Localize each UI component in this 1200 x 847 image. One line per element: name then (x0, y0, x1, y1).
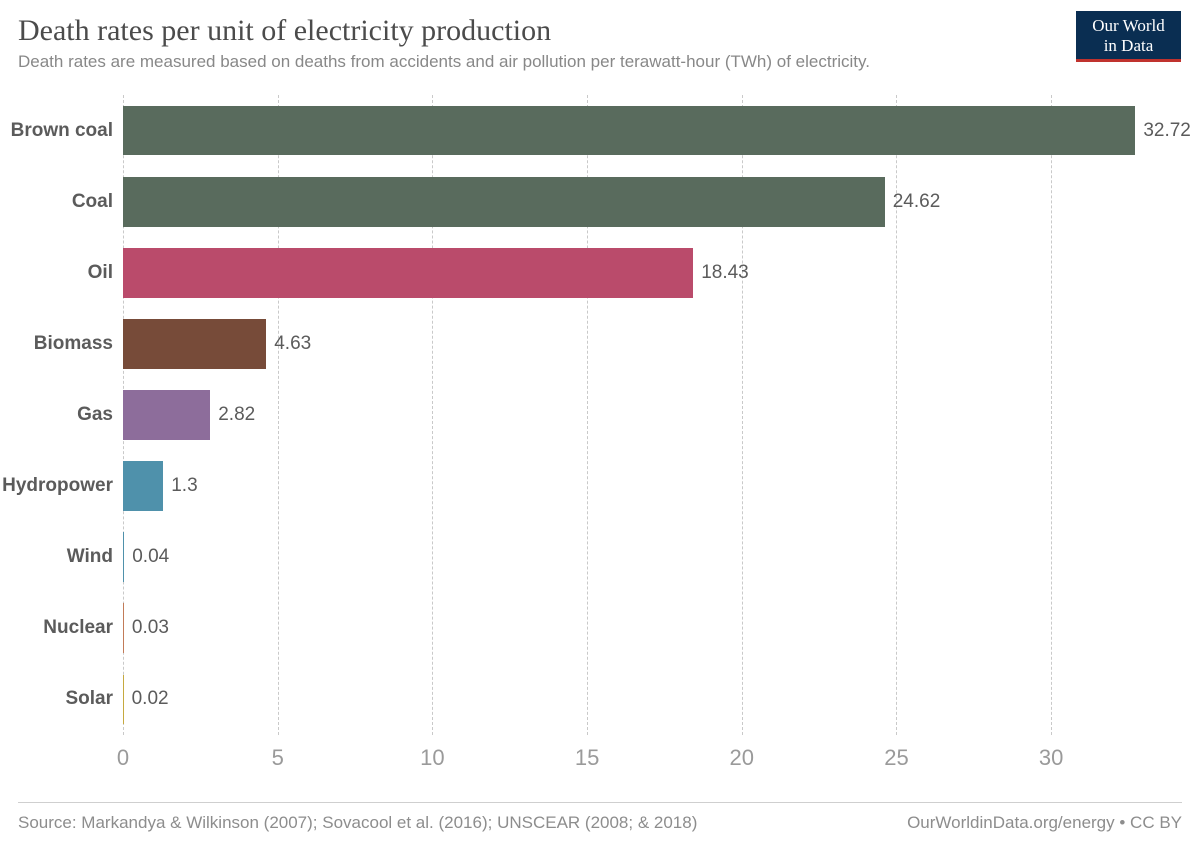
chart-header: Death rates per unit of electricity prod… (18, 14, 1182, 72)
x-axis-tick-label: 5 (272, 745, 284, 771)
bar-row: Oil18.43 (123, 248, 1144, 298)
x-axis-tick-label: 10 (420, 745, 444, 771)
x-axis-tick-label: 25 (884, 745, 908, 771)
bar-row: Brown coal32.72 (123, 106, 1144, 156)
bar-row: Gas2.82 (123, 390, 1144, 440)
x-axis-tick-label: 20 (730, 745, 754, 771)
category-label: Wind (67, 546, 113, 568)
bar (123, 106, 1135, 156)
bar-row: Biomass4.63 (123, 319, 1144, 369)
bar-row: Wind0.04 (123, 532, 1144, 582)
bar-row: Solar0.02 (123, 675, 1144, 725)
value-label: 24.62 (893, 191, 941, 213)
category-label: Gas (77, 404, 113, 426)
value-label: 0.04 (132, 546, 169, 568)
credit-text: OurWorldinData.org/energy • CC BY (907, 813, 1182, 833)
category-label: Solar (65, 688, 113, 710)
bar-row: Coal24.62 (123, 177, 1144, 227)
x-axis-tick-label: 30 (1039, 745, 1063, 771)
logo-line-1: Our World (1092, 16, 1164, 35)
bar (123, 177, 885, 227)
bar (123, 603, 124, 653)
owid-logo: Our World in Data (1075, 10, 1182, 60)
x-axis-tick-label: 15 (575, 745, 599, 771)
value-label: 32.72 (1143, 120, 1191, 142)
value-label: 0.03 (132, 617, 169, 639)
source-text: Source: Markandya & Wilkinson (2007); So… (18, 813, 697, 833)
value-label: 1.3 (171, 475, 197, 497)
chart-title: Death rates per unit of electricity prod… (18, 14, 1182, 48)
chart-subtitle: Death rates are measured based on deaths… (18, 52, 1182, 72)
x-axis-tick-label: 0 (117, 745, 129, 771)
bar (123, 390, 210, 440)
category-label: Nuclear (43, 617, 113, 639)
bar-row: Hydropower1.3 (123, 461, 1144, 511)
chart-area: 051015202530Brown coal32.72Coal24.62Oil1… (18, 95, 1182, 777)
category-label: Brown coal (11, 120, 113, 142)
logo-line-2: in Data (1104, 36, 1154, 55)
chart-footer: Source: Markandya & Wilkinson (2007); So… (18, 802, 1182, 833)
plot-region: 051015202530Brown coal32.72Coal24.62Oil1… (123, 95, 1144, 735)
bar-row: Nuclear0.03 (123, 603, 1144, 653)
category-label: Oil (88, 262, 113, 284)
value-label: 4.63 (274, 333, 311, 355)
value-label: 2.82 (218, 404, 255, 426)
chart-page: Death rates per unit of electricity prod… (0, 0, 1200, 847)
category-label: Biomass (34, 333, 113, 355)
value-label: 18.43 (701, 262, 749, 284)
bar (123, 319, 266, 369)
bar (123, 675, 124, 725)
bar (123, 248, 693, 298)
category-label: Hydropower (2, 475, 113, 497)
category-label: Coal (72, 191, 113, 213)
value-label: 0.02 (132, 688, 169, 710)
bar (123, 461, 163, 511)
bar (123, 532, 124, 582)
logo-accent-bar (1076, 59, 1181, 62)
